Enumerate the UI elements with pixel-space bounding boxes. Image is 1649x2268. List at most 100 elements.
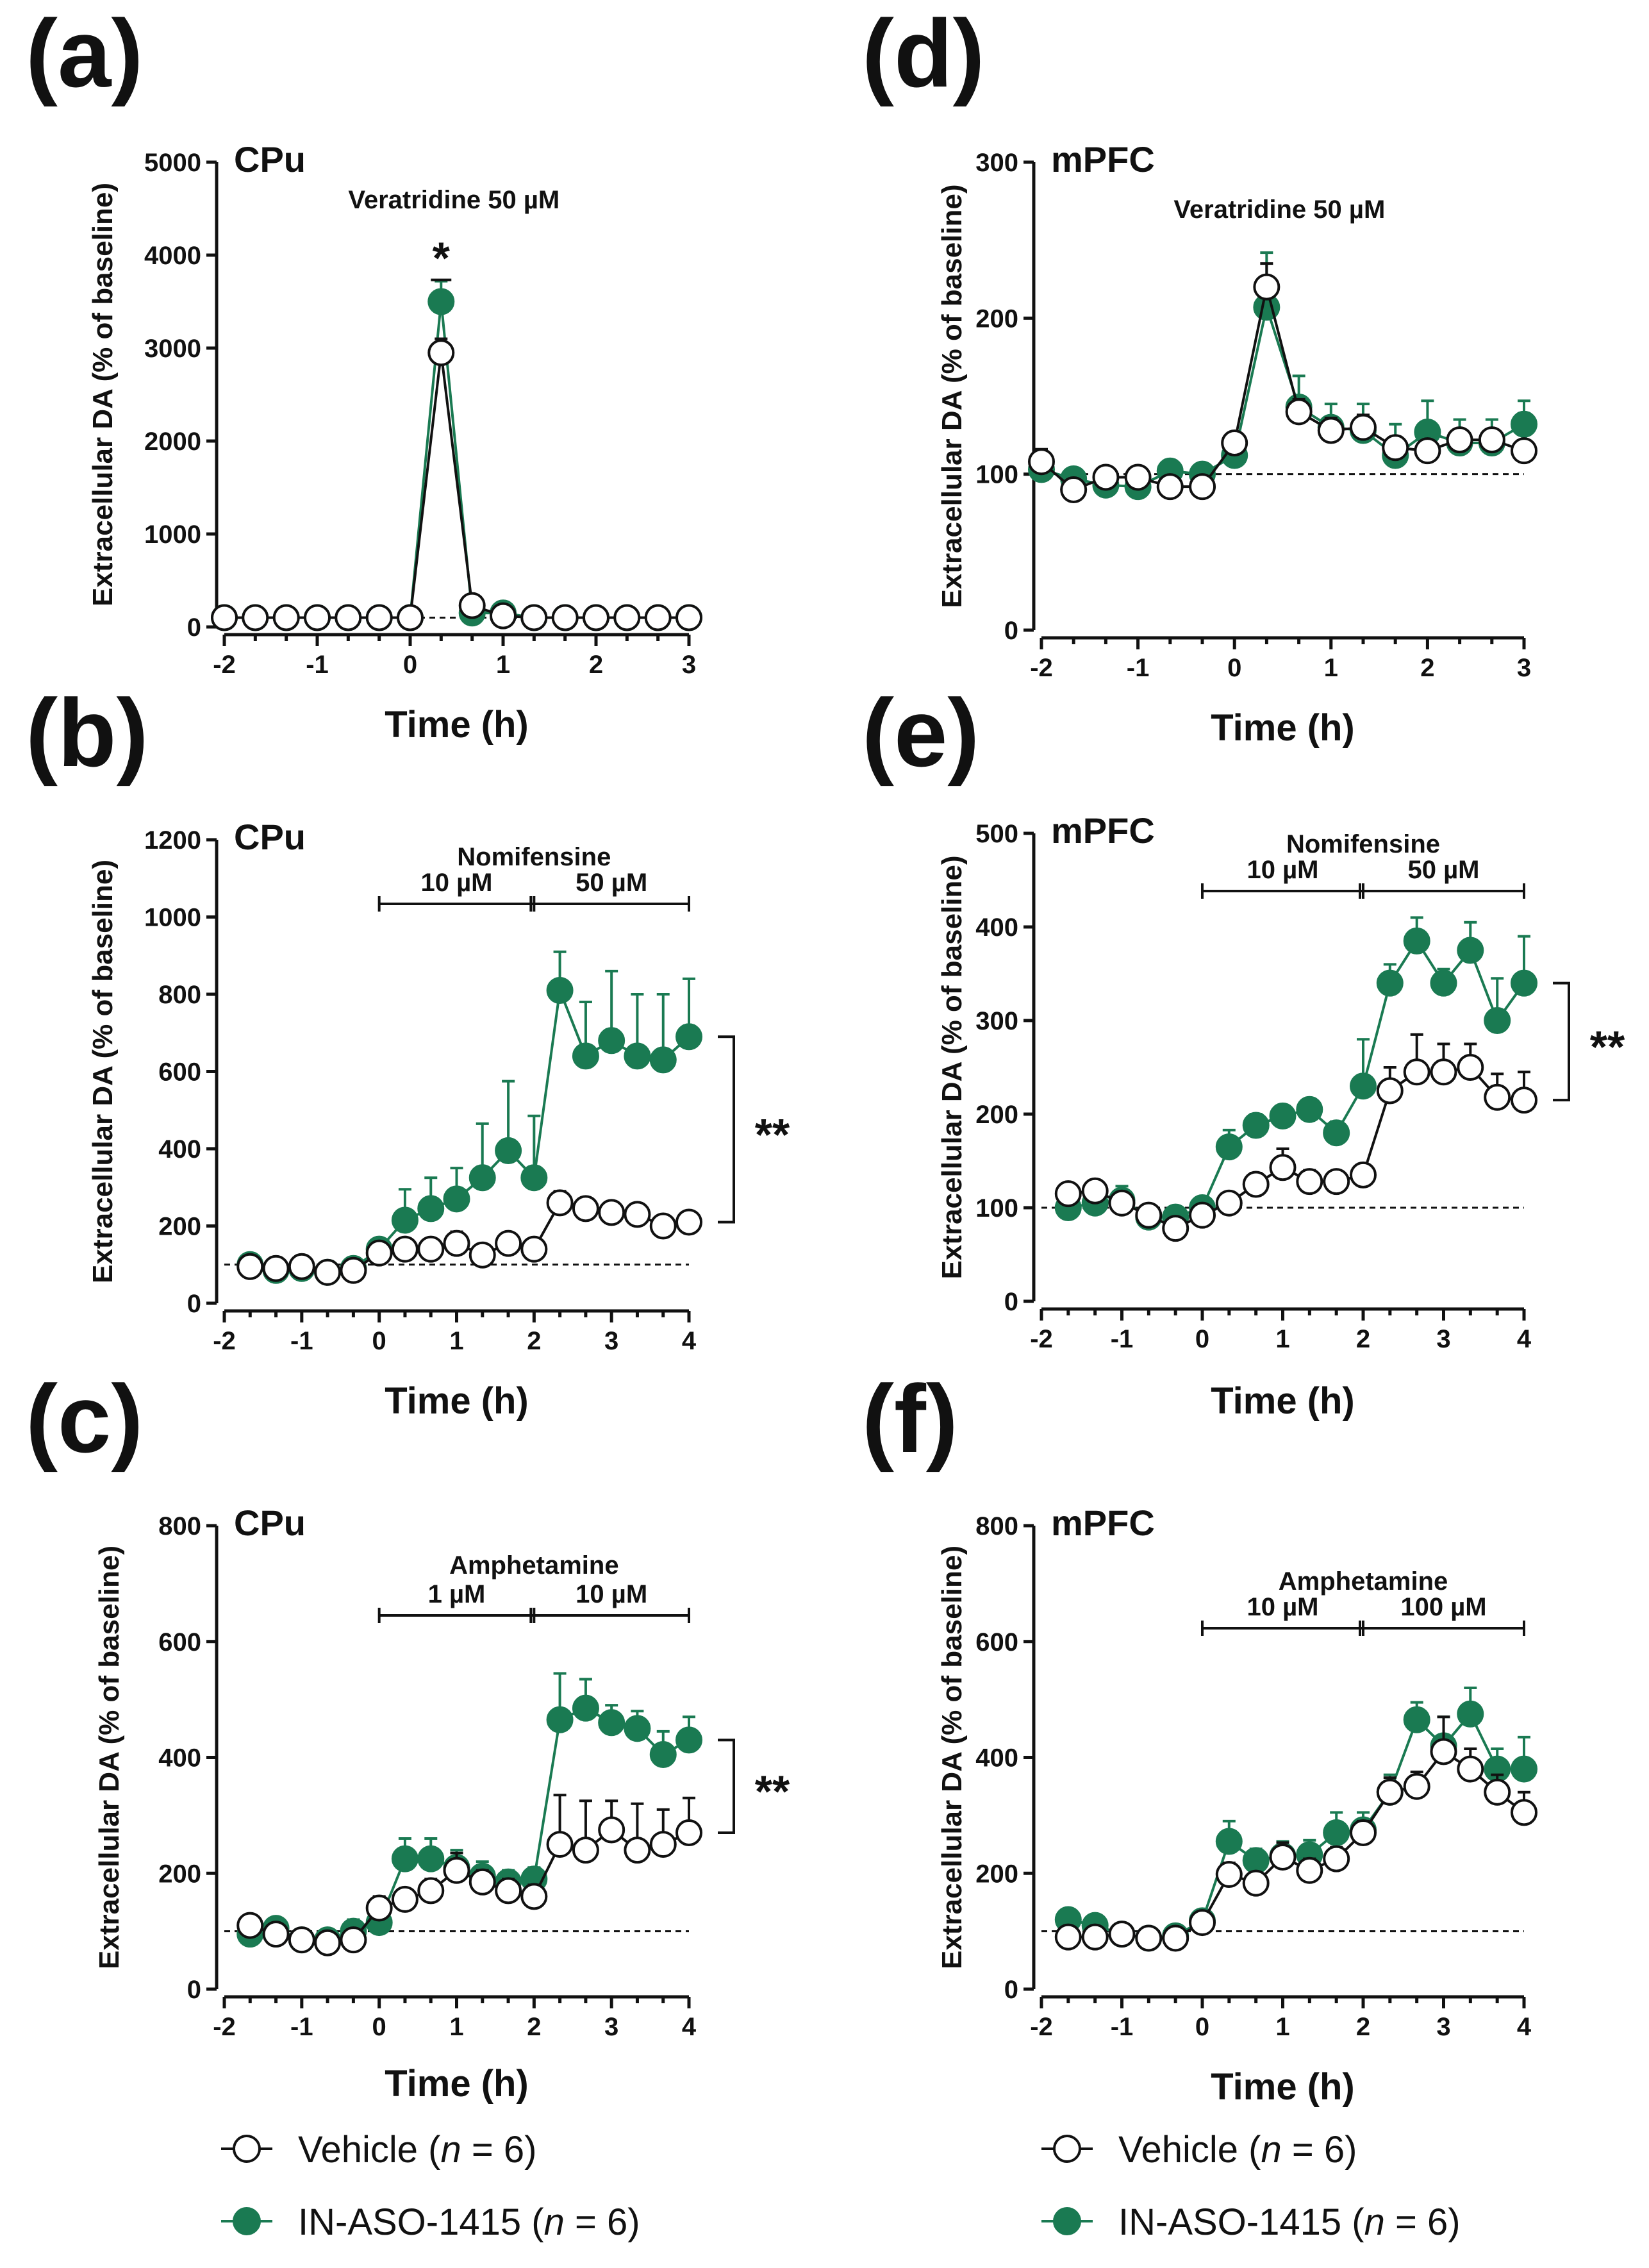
- y-tick-label: 1000: [144, 521, 201, 549]
- x-tick-label: 2: [1420, 654, 1434, 682]
- vehicle-point: [1350, 1161, 1377, 1188]
- x-tick-label: 0: [372, 1327, 386, 1355]
- drug-label: Amphetamine: [449, 1551, 619, 1580]
- y-axis-title: Extracellular DA (% of baseline): [936, 1546, 968, 1969]
- vehicle-point: [1414, 437, 1441, 465]
- vehicle-point: [1189, 473, 1216, 501]
- vehicle-point: [1156, 473, 1184, 501]
- x-tick-label: 0: [1195, 1325, 1209, 1353]
- aso-point: [598, 1027, 626, 1055]
- vehicle-point: [288, 1926, 315, 1954]
- sig-bracket: [1553, 981, 1570, 1102]
- vehicle-point: [335, 604, 362, 631]
- x-tick-label: 0: [403, 651, 417, 679]
- vehicle-point: [572, 1195, 599, 1222]
- aso-point: [1457, 1700, 1484, 1728]
- vehicle-point: [598, 1816, 626, 1844]
- vehicle-point: [1484, 1778, 1511, 1806]
- vehicle-point: [649, 1212, 677, 1240]
- drug-label: Veratridine 50 µM: [1173, 196, 1385, 224]
- vehicle-point: [1092, 463, 1120, 491]
- dose-label: 50 µM: [1408, 856, 1480, 884]
- region-label: CPu: [234, 1503, 306, 1543]
- vehicle-point: [443, 1856, 470, 1884]
- vehicle-point: [236, 1253, 264, 1280]
- x-tick-label: -1: [1111, 2013, 1134, 2041]
- y-tick-label: 0: [1004, 1288, 1018, 1316]
- x-tick-label: 1: [1275, 2013, 1289, 2041]
- aso-point: [1430, 969, 1457, 997]
- y-tick-label: 800: [158, 1512, 201, 1540]
- vehicle-point: [1135, 1201, 1163, 1229]
- vehicle-point: [1054, 1180, 1082, 1208]
- aso-point: [417, 1195, 445, 1222]
- vehicle-point: [417, 1235, 445, 1263]
- vehicle-point: [520, 1883, 548, 1910]
- vehicle-point: [495, 1877, 522, 1905]
- vehicle-point: [1484, 1083, 1511, 1111]
- panel-letter: (b): [26, 679, 149, 787]
- vehicle-point: [1215, 1861, 1243, 1889]
- drug-label: Nomifensine: [457, 843, 611, 871]
- aso-point: [443, 1185, 470, 1213]
- vehicle-point: [583, 604, 609, 631]
- x-tick-label: -2: [213, 1327, 236, 1355]
- panel-b: (b) CPu 0 200 400 600 800 1000 1200 -2 -1 0 1 2 3 4 Time…: [26, 679, 790, 1422]
- y-axis-title: Extracellular DA (% of baseline): [87, 183, 119, 606]
- vehicle-point: [1221, 429, 1248, 456]
- legend-aso-marker: [1053, 2207, 1081, 2235]
- x-tick-label: 3: [682, 651, 696, 679]
- x-tick-label: 4: [1517, 1325, 1532, 1353]
- vehicle-point: [1135, 1924, 1163, 1952]
- x-tick-label: 3: [604, 1327, 618, 1355]
- vehicle-point: [1296, 1856, 1323, 1884]
- y-tick-label: 5000: [144, 149, 201, 177]
- vehicle-point: [1350, 1819, 1377, 1846]
- y-tick-label: 300: [975, 149, 1018, 177]
- y-tick-label: 800: [158, 981, 201, 1009]
- sig-bracket: [718, 1035, 735, 1224]
- vehicle-point: [1382, 434, 1409, 462]
- y-tick-label: 200: [975, 304, 1018, 333]
- aso-line: [249, 985, 690, 1274]
- x-tick-label: 1: [496, 651, 510, 679]
- vehicle-point: [520, 1235, 548, 1263]
- aso-point: [1242, 1847, 1270, 1874]
- x-tick-label: -2: [213, 651, 236, 679]
- aso-point: [1511, 1755, 1537, 1783]
- vehicle-point: [1269, 1154, 1297, 1181]
- vehicle-point: [340, 1926, 367, 1954]
- aso-point: [675, 1023, 702, 1051]
- dose-label: 1 µM: [428, 1580, 486, 1608]
- vehicle-point: [546, 1189, 574, 1217]
- x-tick-label: 3: [1436, 2013, 1450, 2041]
- x-axis-title: Time (h): [1211, 1380, 1355, 1422]
- x-axis-title: Time (h): [385, 2063, 529, 2105]
- panel-d: (d) mPFC 0 100 200 300 -2 -1 0 1 2 3 Time (h) Extrace…: [862, 0, 1537, 749]
- aso-point: [1376, 969, 1404, 997]
- sig-marker: **: [1590, 1022, 1625, 1072]
- vehicle-point: [572, 1837, 599, 1864]
- aso-point: [1457, 937, 1484, 964]
- y-tick-label: 1000: [144, 904, 201, 932]
- vehicle-point: [365, 1894, 393, 1922]
- x-tick-label: 1: [1275, 1325, 1289, 1353]
- aso-point: [427, 288, 455, 315]
- panel-a: (a) CPu 0 1000 2000 3000 4000 5000 -2 -1 0 1 2 3 Time …: [26, 0, 702, 746]
- legend-right: Vehicle (n = 6) IN-ASO-1415 (n = 6): [1041, 2129, 1461, 2243]
- aso-point: [1269, 1102, 1297, 1130]
- aso-point: [624, 1715, 651, 1742]
- aso-point: [1511, 410, 1537, 438]
- aso-point: [391, 1845, 418, 1872]
- y-tick-label: 400: [975, 1744, 1018, 1772]
- sig-bracket: [718, 1739, 735, 1834]
- aso-point: [1403, 927, 1430, 955]
- aso-point: [1484, 1007, 1511, 1034]
- y-tick-label: 500: [975, 820, 1018, 848]
- x-axis-title: Time (h): [1211, 2066, 1355, 2108]
- y-tick-label: 200: [158, 1860, 201, 1888]
- vehicle-point: [1323, 1845, 1350, 1872]
- x-tick-label: -1: [1111, 1325, 1134, 1353]
- vehicle-line: [249, 1828, 690, 1944]
- vehicle-point: [211, 604, 238, 631]
